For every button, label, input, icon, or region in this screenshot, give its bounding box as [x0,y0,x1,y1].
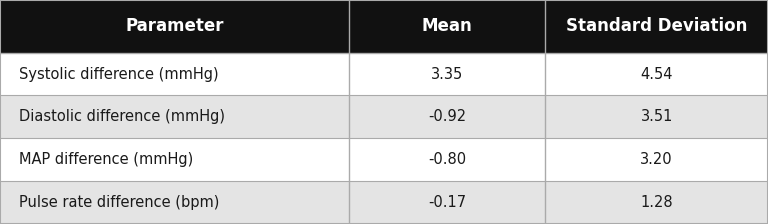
Text: -0.17: -0.17 [429,195,466,210]
Text: 1.28: 1.28 [641,195,673,210]
Bar [0,138,349,181]
Text: Diastolic difference (mmHg): Diastolic difference (mmHg) [19,109,225,124]
Text: Systolic difference (mmHg): Systolic difference (mmHg) [19,67,219,82]
Text: Standard Deviation: Standard Deviation [566,17,747,35]
Text: Parameter: Parameter [125,17,224,35]
Text: -0.80: -0.80 [429,152,466,167]
Bar [545,138,768,181]
Text: -0.92: -0.92 [429,109,466,124]
Text: Pulse rate difference (bpm): Pulse rate difference (bpm) [19,195,220,210]
Bar [545,53,768,95]
Bar [545,181,768,224]
Text: 4.54: 4.54 [641,67,673,82]
Bar [349,0,545,53]
Text: 3.35: 3.35 [432,67,463,82]
Text: 3.51: 3.51 [641,109,673,124]
Bar [545,95,768,138]
Text: Mean: Mean [422,17,473,35]
Text: 3.20: 3.20 [641,152,673,167]
Bar [349,95,545,138]
Bar [0,181,349,224]
Bar [349,181,545,224]
Bar [349,53,545,95]
Bar [0,0,349,53]
Bar [0,53,349,95]
Bar [349,138,545,181]
Bar [545,0,768,53]
Text: MAP difference (mmHg): MAP difference (mmHg) [19,152,194,167]
Bar [0,95,349,138]
